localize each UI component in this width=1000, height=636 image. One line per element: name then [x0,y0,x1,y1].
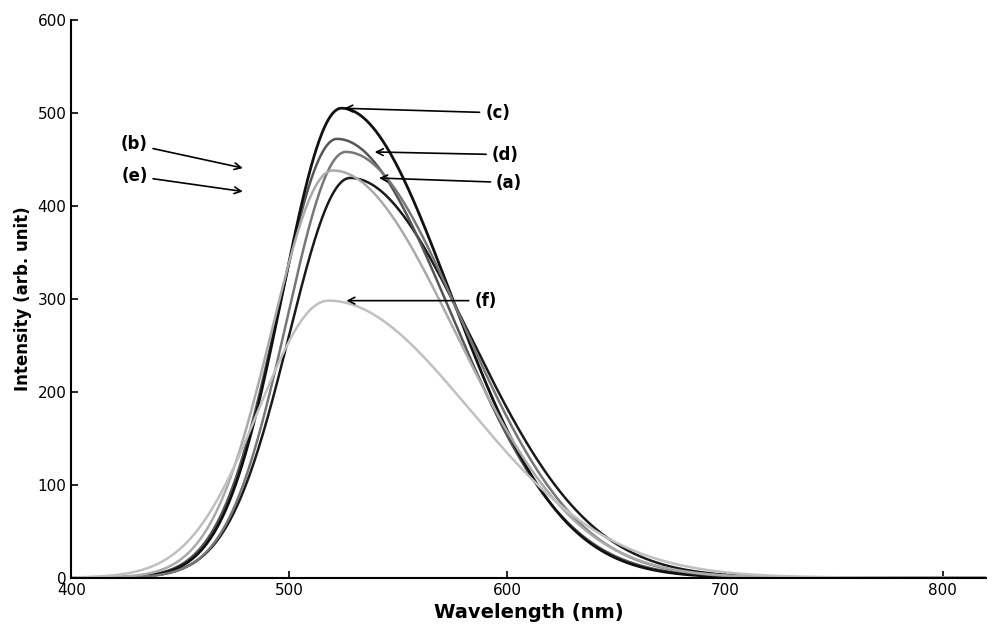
Text: (a): (a) [381,174,522,191]
Text: (b): (b) [121,135,241,170]
X-axis label: Wavelength (nm): Wavelength (nm) [434,603,624,622]
Text: (e): (e) [121,167,241,193]
Text: (f): (f) [348,292,497,310]
Y-axis label: Intensity (arb. unit): Intensity (arb. unit) [14,207,32,391]
Text: (c): (c) [346,104,510,122]
Text: (d): (d) [377,146,519,163]
